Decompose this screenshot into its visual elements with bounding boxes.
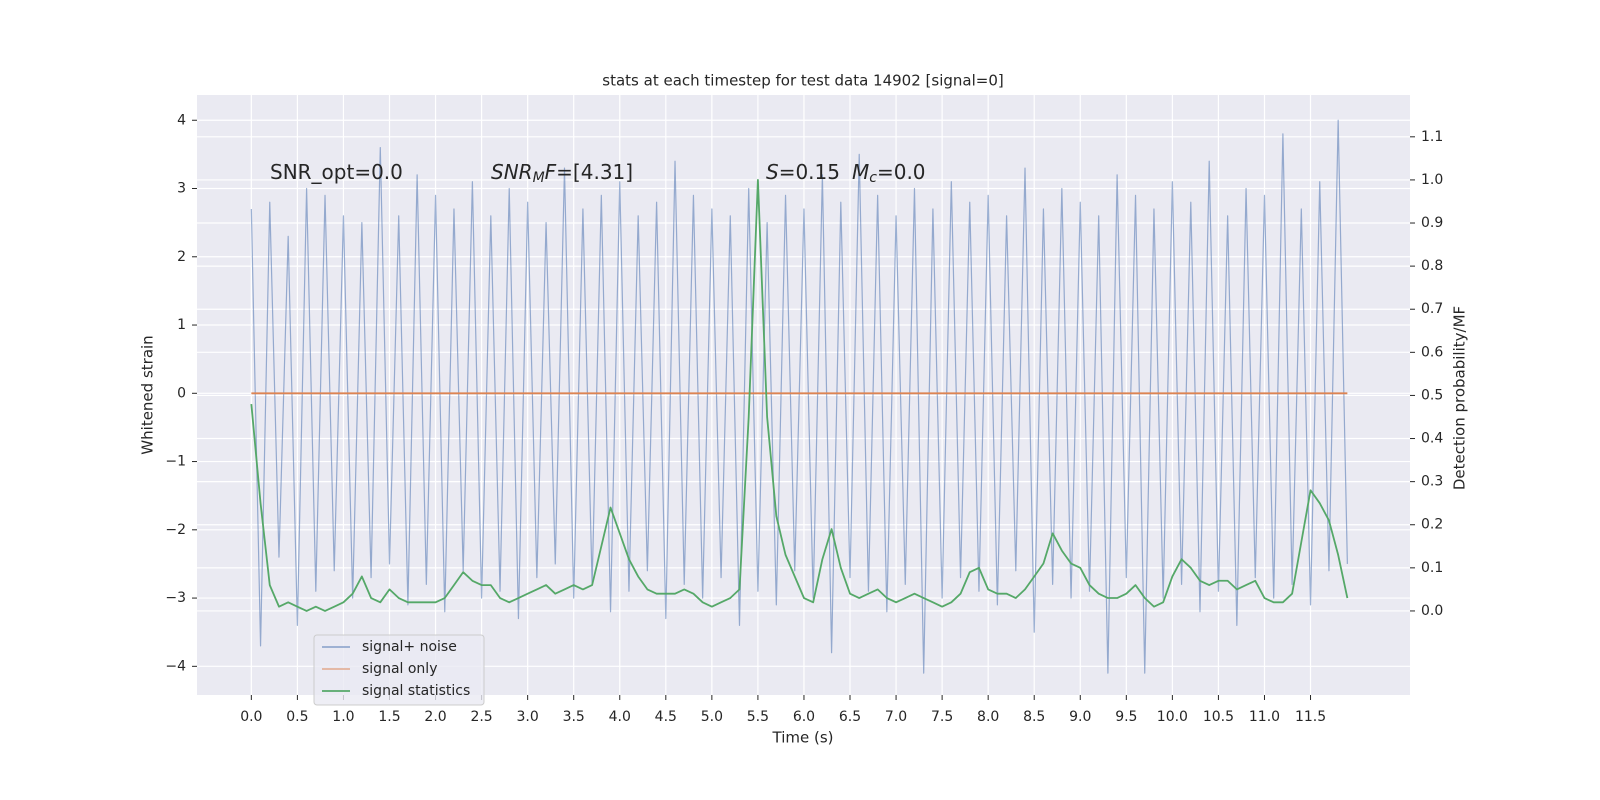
- series-line: [250, 179, 1349, 612]
- x-tick-label: 4.0: [609, 709, 631, 725]
- y-tick-label: 3: [177, 181, 186, 197]
- legend: signal+ noise signal only signal statistic…: [313, 634, 485, 706]
- annotation-part: SNR: [491, 160, 533, 184]
- chart-title: stats at each timestep for test data 149…: [602, 72, 1003, 90]
- x-tick-label: 0.0: [240, 709, 262, 725]
- y2-tick-label: 0.4: [1421, 431, 1443, 447]
- legend-box: [313, 634, 485, 706]
- x-tick-label: 9.5: [1115, 709, 1137, 725]
- x-tick-label: 5.5: [747, 709, 769, 725]
- annotation: SNRMF=[4.31]: [491, 160, 633, 187]
- y2-tick-label: 1.1: [1421, 129, 1443, 145]
- x-axis-label: Time (s): [772, 729, 834, 747]
- series-line: [250, 119, 1348, 674]
- x-tick-label: 8.0: [977, 709, 999, 725]
- y2-axis-label: Detection probability/MF: [1451, 306, 1469, 490]
- y2-tick-label: 0.6: [1421, 344, 1443, 360]
- x-tick-label: 1.5: [378, 709, 400, 725]
- x-tick-label: 6.0: [793, 709, 815, 725]
- annotation-part: =[4.31]: [556, 160, 633, 184]
- annotation-part: M: [533, 170, 545, 186]
- y-tick-label: −3: [165, 590, 186, 606]
- x-tick-label: 10.0: [1157, 709, 1188, 725]
- x-tick-label: 5.0: [701, 709, 723, 725]
- annotation: SNR_opt=0.0: [270, 160, 403, 184]
- x-tick-label: 4.5: [655, 709, 677, 725]
- y2-tick-label: 0.3: [1421, 474, 1443, 490]
- y-tick-label: 2: [177, 249, 186, 265]
- y2-tick-label: 0.7: [1421, 301, 1443, 317]
- legend-label: signal statistics: [362, 683, 470, 699]
- annotation-part: SNR_opt=0.0: [270, 160, 403, 184]
- y2-tick-label: 0.5: [1421, 387, 1443, 403]
- annotation-part: =0.15: [779, 160, 840, 184]
- x-tick-label: 2.0: [424, 709, 446, 725]
- x-tick-label: 10.5: [1203, 709, 1234, 725]
- x-tick-label: 11.0: [1249, 709, 1280, 725]
- x-tick-label: 1.0: [332, 709, 354, 725]
- legend-label: signal+ noise: [362, 639, 457, 655]
- annotation-part: c: [869, 170, 877, 186]
- x-tick-label: 3.5: [563, 709, 585, 725]
- y2-tick-label: 1.0: [1421, 172, 1443, 188]
- y-tick-label: −4: [165, 658, 186, 674]
- annotation-part: F: [545, 160, 557, 184]
- x-tick-label: 0.5: [286, 709, 308, 725]
- x-tick-label: 8.5: [1023, 709, 1045, 725]
- legend-label: signal only: [362, 661, 437, 677]
- y2-tick-label: 0.0: [1421, 603, 1443, 619]
- x-tick-label: 7.0: [885, 709, 907, 725]
- x-tick-label: 9.0: [1069, 709, 1091, 725]
- annotation-part: S: [766, 160, 779, 184]
- annotation-part: M: [852, 160, 869, 184]
- x-tick-label: 11.5: [1295, 709, 1326, 725]
- y-tick-label: −1: [165, 454, 186, 470]
- y-tick-label: 4: [177, 112, 186, 128]
- y-axis-label: Whitened strain: [139, 335, 157, 454]
- x-tick-label: 7.5: [931, 709, 953, 725]
- y-tick-label: 1: [177, 317, 186, 333]
- y2-tick-label: 0.2: [1421, 517, 1443, 533]
- y-tick-label: 0: [177, 385, 186, 401]
- x-tick-label: 2.5: [470, 709, 492, 725]
- y2-tick-label: 0.8: [1421, 258, 1443, 274]
- y2-tick-label: 0.9: [1421, 215, 1443, 231]
- annotation: S=0.15 Mc=0.0: [766, 160, 926, 187]
- annotation-part: =0.0: [877, 160, 926, 184]
- y-tick-label: −2: [165, 522, 186, 538]
- y2-tick-label: 0.1: [1421, 560, 1443, 576]
- x-tick-label: 3.0: [517, 709, 539, 725]
- x-tick-label: 6.5: [839, 709, 861, 725]
